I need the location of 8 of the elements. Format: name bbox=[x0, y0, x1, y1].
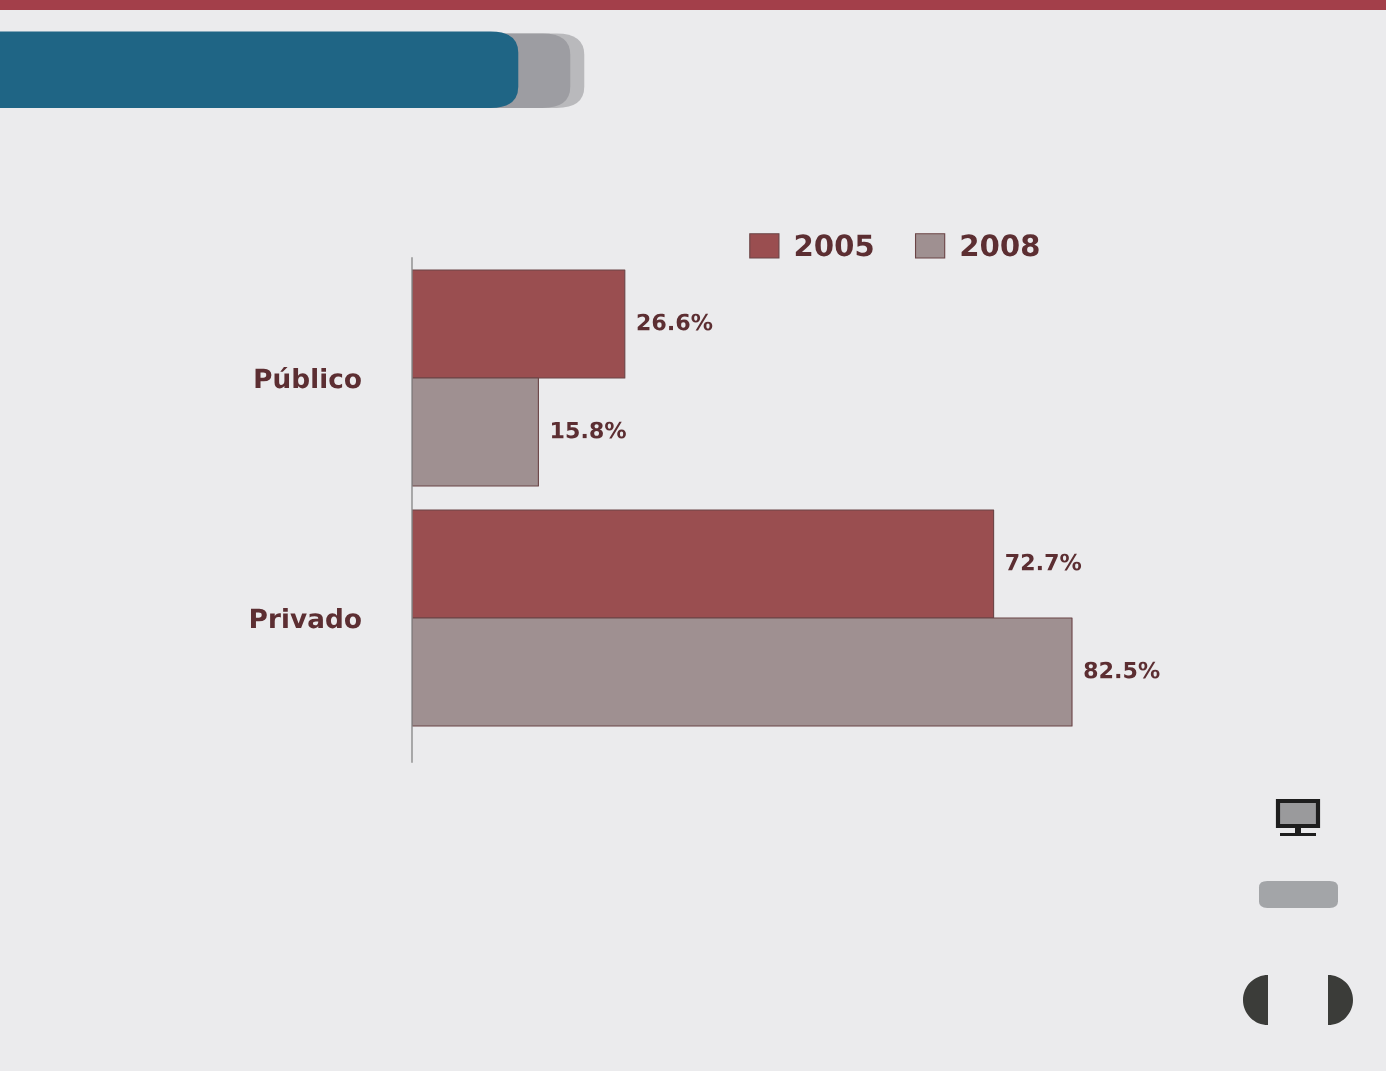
y-tick-label: Privado bbox=[250, 607, 361, 629]
legend-label: 2008 bbox=[961, 234, 1039, 257]
legend-label: 2005 bbox=[795, 234, 873, 257]
data-label: 15.8% bbox=[552, 421, 626, 439]
y-tick-label: Público bbox=[255, 366, 361, 389]
data-label: 82.5% bbox=[1084, 661, 1160, 679]
data-label: 72.7% bbox=[1006, 553, 1082, 571]
data-label: 26.6% bbox=[637, 313, 713, 331]
